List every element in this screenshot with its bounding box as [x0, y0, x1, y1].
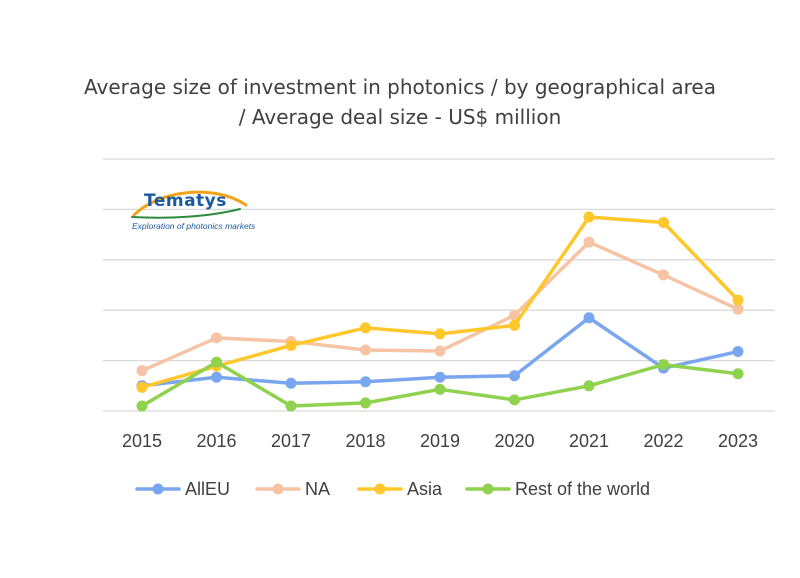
data-point [509, 394, 520, 406]
legend-marker [374, 483, 386, 495]
logo-swoosh-icon [131, 190, 248, 219]
data-point [434, 383, 446, 395]
data-point [658, 269, 669, 281]
x-tick-label: 2022 [643, 431, 683, 451]
data-point [658, 217, 669, 229]
legend-item: AllEU [135, 479, 230, 499]
x-tick-label: 2019 [420, 431, 460, 451]
legend-item: Asia [357, 479, 443, 499]
data-point [583, 380, 595, 392]
x-tick-label: 2016 [196, 431, 236, 451]
data-point [211, 332, 222, 344]
x-tick-label: 2023 [718, 431, 758, 451]
data-point [509, 309, 520, 321]
data-point [434, 345, 446, 357]
data-point [434, 328, 446, 340]
data-point [583, 211, 595, 223]
data-point [434, 371, 446, 383]
tematys-logo: Tematys Exploration of photonics markets [128, 183, 258, 237]
data-point [211, 371, 222, 383]
data-point [211, 356, 222, 368]
chart-title-line-2: / Average deal size - US$ million [238, 105, 562, 129]
series-rest-of-the-world [136, 356, 744, 412]
x-tick-label: 2021 [569, 431, 609, 451]
legend-item: NA [255, 479, 330, 499]
data-point [360, 397, 371, 409]
data-point [509, 319, 520, 331]
x-tick-label: 2020 [494, 431, 534, 451]
gridlines [103, 158, 775, 412]
data-point [285, 377, 297, 389]
logo-tagline: Exploration of photonics markets [132, 221, 256, 231]
data-point [136, 400, 148, 412]
data-point [136, 381, 148, 393]
legend-marker [272, 483, 284, 495]
legend-label: NA [305, 479, 330, 499]
legend: AllEU NA Asia Rest of the world [135, 479, 650, 499]
chart-title-line-1: Average size of investment in photonics … [84, 75, 716, 99]
legend-label: Rest of the world [515, 479, 650, 499]
data-point [732, 294, 744, 306]
series-line [140, 215, 740, 390]
data-point [509, 370, 520, 382]
legend-label: AllEU [185, 479, 230, 499]
x-tick-label: 2015 [122, 431, 162, 451]
data-point [583, 312, 595, 324]
series-lines [136, 211, 744, 412]
data-point [136, 365, 148, 377]
x-tick-label: 2017 [271, 431, 311, 451]
x-axis-tick-labels: 2015 2016 2017 2018 2019 2020 2021 2022 2023 [122, 431, 758, 451]
data-point [360, 344, 371, 356]
x-tick-label: 2018 [345, 431, 385, 451]
data-point [285, 339, 297, 351]
data-point [732, 346, 744, 358]
series-na [136, 236, 744, 377]
data-point [360, 322, 371, 334]
data-point [732, 368, 744, 380]
data-point [583, 236, 595, 248]
data-point [658, 359, 669, 371]
data-point [732, 303, 744, 315]
logo-name: Tematys [144, 191, 227, 211]
legend-item: Rest of the world [465, 479, 650, 499]
data-point [360, 376, 371, 388]
data-point [285, 400, 297, 412]
chart-title: Average size of investment in photonics … [0, 72, 800, 132]
series-asia [136, 211, 744, 393]
legend-label: Asia [407, 479, 443, 499]
legend-marker [482, 483, 494, 495]
legend-marker [152, 483, 164, 495]
